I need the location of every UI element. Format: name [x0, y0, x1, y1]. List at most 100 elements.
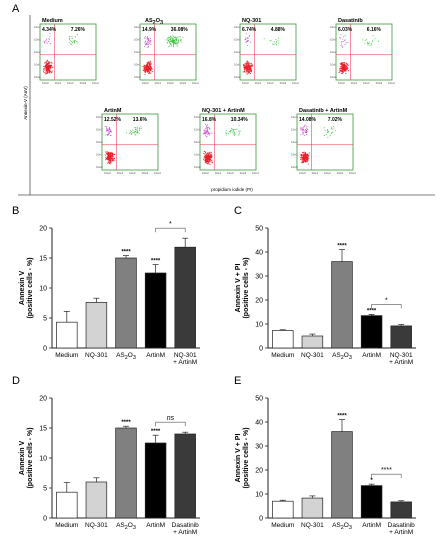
flow-event-live — [339, 67, 341, 69]
bar-1 — [272, 330, 294, 349]
significance-4: **** — [151, 259, 161, 265]
flow-event-live — [206, 160, 208, 163]
flow-y-tick: 10e1 — [34, 63, 41, 67]
flow-event-early — [302, 130, 304, 132]
bar-2 — [301, 497, 324, 519]
flow-event-live — [203, 150, 205, 152]
flow-event-late — [370, 42, 372, 44]
flow-event-live — [299, 157, 301, 159]
flow-event-late — [181, 41, 182, 43]
flow-event-live — [208, 153, 210, 155]
flow-event-early — [203, 130, 205, 131]
flow-event-live — [147, 68, 149, 70]
flow-event-early — [147, 44, 149, 46]
flow-event-early — [147, 40, 149, 41]
flow-event-late — [272, 43, 274, 45]
flow-event-live — [346, 68, 348, 70]
flow-event-early — [305, 133, 307, 135]
flow-dots — [338, 34, 380, 75]
flow-x-tick: 10e4 — [349, 171, 356, 175]
flow-event-late — [139, 128, 141, 130]
flow-event-early — [44, 41, 45, 43]
flow-event-live — [302, 153, 304, 155]
flow-event-early — [248, 35, 250, 37]
flow-event-live — [245, 72, 247, 74]
flow-event-late — [176, 44, 178, 46]
flow-y-tick: 10e4 — [134, 25, 141, 29]
bar-1 — [272, 500, 294, 519]
flow-event-early — [48, 38, 50, 40]
flow-event-early — [304, 124, 306, 126]
flow-y-tick: 10e1 — [96, 153, 103, 157]
bar-5 — [390, 325, 412, 349]
category-label-3: AS2O3 — [116, 522, 136, 531]
flow-event-late — [236, 128, 238, 130]
flow-event-live — [105, 156, 107, 159]
flow-event-early — [302, 128, 304, 130]
flow-x-tick: 10e4 — [388, 81, 395, 85]
flow-event-late — [125, 132, 127, 134]
significance-3: **** — [337, 414, 347, 420]
flow-event-live — [207, 155, 209, 157]
flow-quadrant-ul-pct: 14.08% — [299, 117, 317, 123]
flow-event-live — [48, 61, 50, 63]
flow-event-late — [136, 129, 138, 131]
flow-event-early — [205, 130, 207, 131]
flow-event-live — [147, 66, 149, 68]
flow-event-late — [230, 131, 231, 133]
flow-event-live — [346, 67, 348, 69]
flow-event-late — [130, 132, 132, 134]
flow-event-early — [208, 131, 210, 133]
flow-event-early — [146, 43, 148, 45]
flow-event-early — [305, 127, 307, 129]
flow-event-live — [51, 70, 53, 72]
flow-event-early — [208, 134, 210, 136]
flow-event-early — [305, 129, 306, 131]
flow-x-tick: 10e3 — [280, 81, 287, 85]
flow-event-live — [338, 72, 340, 74]
flow-event-live — [303, 151, 305, 153]
flow-event-live — [208, 158, 210, 160]
flow-event-early — [341, 43, 343, 45]
bar-5 — [174, 433, 196, 519]
flow-event-live — [43, 67, 45, 69]
flow-event-live — [251, 69, 253, 71]
flow-event-early — [107, 131, 109, 133]
flow-event-live — [345, 73, 347, 75]
flow-event-early — [109, 129, 111, 131]
comparison-label: * — [169, 221, 172, 228]
flow-y-tick: 10e3 — [134, 38, 141, 42]
flow-x-tick: 10e1 — [55, 81, 62, 85]
flow-event-live — [307, 158, 309, 160]
flow-event-early — [108, 128, 110, 130]
category-label-4: ArtinM — [146, 352, 165, 359]
flow-event-live — [144, 68, 146, 71]
flow-event-late — [224, 132, 226, 134]
flow-event-live — [108, 154, 110, 156]
flow-event-late — [273, 43, 275, 45]
flow-event-live — [48, 62, 50, 64]
category-label-4: ArtinM — [146, 522, 165, 529]
category-label-3: AS2O3 — [332, 522, 352, 531]
flow-event-late — [170, 43, 171, 45]
flow-event-live — [211, 155, 213, 157]
flow-event-live — [148, 69, 150, 72]
category-label-5: Dasatinib + ArtinM — [388, 522, 415, 536]
y-tick-label: 10 — [255, 322, 263, 329]
flow-event-live — [207, 153, 209, 155]
flow-event-early — [45, 41, 47, 43]
flow-event-late — [330, 132, 332, 134]
category-label-5: NQ-301 + ArtinM — [389, 352, 413, 366]
flow-event-late — [170, 36, 172, 38]
flow-event-live — [250, 67, 252, 69]
flow-y-tick: 10e4 — [330, 25, 337, 29]
flow-event-early — [202, 132, 204, 134]
flow-event-late — [364, 42, 366, 44]
significance-4: **** — [151, 429, 161, 435]
flow-event-early — [106, 130, 108, 132]
flow-event-early — [145, 40, 147, 42]
flow-event-live — [51, 65, 53, 67]
flow-event-early — [148, 40, 150, 42]
flow-event-live — [340, 62, 342, 64]
flow-event-live — [45, 69, 47, 71]
